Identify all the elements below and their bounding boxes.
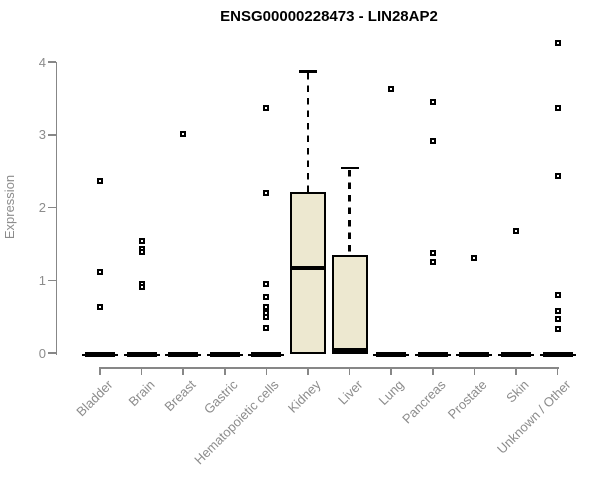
y-tick-label: 3 [38, 127, 46, 143]
whisker [348, 170, 351, 255]
outlier-point [138, 283, 145, 290]
whisker-cap [340, 166, 359, 170]
outlier-point [554, 173, 561, 180]
x-tick [556, 367, 559, 375]
x-tick [265, 367, 268, 375]
y-tick-label: 2 [38, 200, 46, 215]
x-tick [224, 367, 226, 375]
whisker [306, 73, 310, 193]
x-tick [99, 367, 101, 375]
x-axis-line [100, 367, 560, 369]
outlier-point [554, 40, 561, 47]
outlier-point [513, 227, 519, 234]
outlier-point [263, 189, 270, 196]
outlier-point [263, 293, 270, 300]
box [331, 254, 368, 354]
zero-dash-median [209, 352, 240, 357]
x-tick [390, 367, 392, 375]
outlier-point [180, 131, 187, 138]
x-tick [182, 367, 184, 375]
outlier-point [263, 304, 270, 311]
outlier-point [138, 248, 145, 255]
outlier-point [554, 104, 561, 111]
y-tick [48, 134, 56, 136]
zero-dash-median [251, 352, 282, 357]
outlier-point [554, 315, 561, 322]
zero-dash-median [417, 352, 448, 357]
outlier-point [263, 104, 270, 111]
outlier-point [554, 291, 561, 298]
box-median [333, 348, 366, 353]
zero-dash-median [459, 352, 490, 357]
outlier-point [471, 254, 478, 261]
y-tick-label: 0 [38, 345, 46, 361]
y-tick [48, 279, 56, 281]
outlier-point [263, 313, 270, 320]
x-tick [348, 367, 351, 375]
zero-dash-median [542, 352, 573, 357]
outlier-point [138, 237, 145, 244]
y-tick-label: 4 [38, 54, 46, 70]
outlier-point [554, 307, 561, 314]
x-tick [473, 367, 476, 375]
outlier-point [97, 304, 103, 311]
x-tick-label: Unknown / Other [493, 377, 574, 457]
outlier-point [429, 250, 436, 257]
box-median [292, 265, 324, 271]
y-axis-line [55, 62, 57, 355]
outlier-point [429, 259, 436, 266]
x-tick [432, 367, 434, 375]
outlier-point [97, 178, 103, 185]
outlier-point [97, 269, 103, 276]
zero-dash-median [85, 352, 115, 357]
outlier-point [429, 138, 436, 145]
x-tick [515, 367, 517, 375]
y-tick [48, 206, 56, 209]
box [290, 192, 326, 354]
zero-dash-median [126, 352, 157, 357]
whisker-cap [299, 70, 317, 73]
zero-dash-median [501, 352, 531, 357]
outlier-point [429, 99, 436, 105]
outlier-point [263, 325, 270, 332]
x-tick [140, 367, 143, 375]
y-tick [48, 61, 56, 63]
zero-dash-median [168, 352, 199, 357]
outlier-point [388, 85, 395, 92]
x-tick [307, 367, 309, 375]
y-tick-label: 1 [38, 272, 46, 288]
y-tick [48, 352, 56, 354]
zero-dash-median [376, 352, 407, 357]
outlier-point [263, 280, 270, 287]
outlier-point [554, 325, 561, 332]
chart-title: ENSG00000228473 - LIN28AP2 [220, 8, 438, 25]
